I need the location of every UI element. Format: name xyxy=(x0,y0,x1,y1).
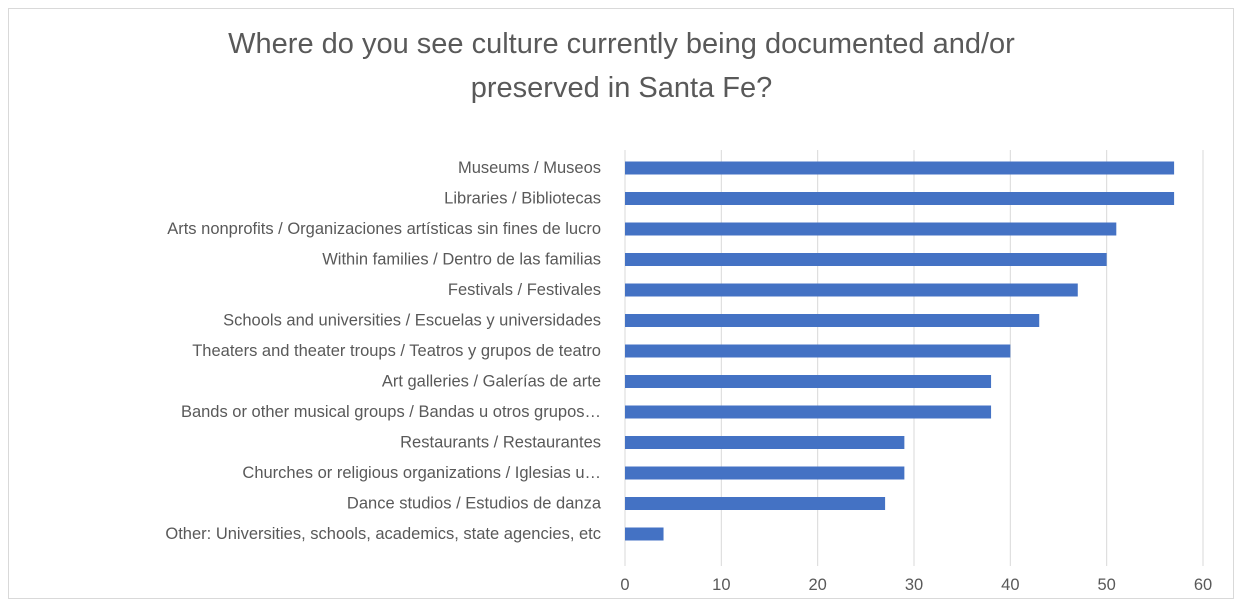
bar-1 xyxy=(625,192,1175,205)
bar-6 xyxy=(625,344,1011,358)
category-label-5: Schools and universities / Escuelas y un… xyxy=(223,312,601,330)
bar-7 xyxy=(625,375,992,388)
category-label-11: Dance studios / Estudios de danza xyxy=(347,495,602,513)
category-label-7: Art galleries / Galerías de arte xyxy=(382,373,601,391)
bar-11 xyxy=(625,497,886,510)
category-label-9: Restaurants / Restaurantes xyxy=(400,434,601,452)
category-label-6: Theaters and theater troups / Teatros y … xyxy=(192,342,601,360)
x-tick-label-2: 20 xyxy=(808,576,826,594)
x-tick-label-3: 30 xyxy=(905,576,923,594)
x-tick-label-0: 0 xyxy=(620,576,629,594)
x-tick-label-4: 40 xyxy=(1001,576,1019,594)
category-label-12: Other: Universities, schools, academics,… xyxy=(165,525,601,543)
bar-4 xyxy=(625,283,1078,297)
bar-9 xyxy=(625,436,905,449)
chart-title: Where do you see culture currently being… xyxy=(228,28,1015,104)
category-label-10: Churches or religious organizations / Ig… xyxy=(242,464,601,482)
chart-frame xyxy=(8,8,1234,599)
bar-2 xyxy=(625,222,1117,236)
bar-5 xyxy=(625,314,1040,327)
category-label-2: Arts nonprofits / Organizaciones artísti… xyxy=(167,220,601,238)
category-label-8: Bands or other musical groups / Bandas u… xyxy=(181,403,601,421)
category-label-4: Festivals / Festivales xyxy=(448,281,601,299)
bar-10 xyxy=(625,466,905,480)
category-label-0: Museums / Museos xyxy=(458,159,601,177)
bar-3 xyxy=(625,253,1107,266)
bar-0 xyxy=(625,161,1175,175)
category-label-1: Libraries / Bibliotecas xyxy=(444,190,601,208)
bar-12 xyxy=(625,527,664,541)
x-tick-label-5: 50 xyxy=(1097,576,1115,594)
category-label-3: Within families / Dentro de las familias xyxy=(322,251,601,269)
x-tick-label-6: 60 xyxy=(1194,576,1212,594)
x-tick-label-1: 10 xyxy=(712,576,730,594)
bar-8 xyxy=(625,405,992,419)
